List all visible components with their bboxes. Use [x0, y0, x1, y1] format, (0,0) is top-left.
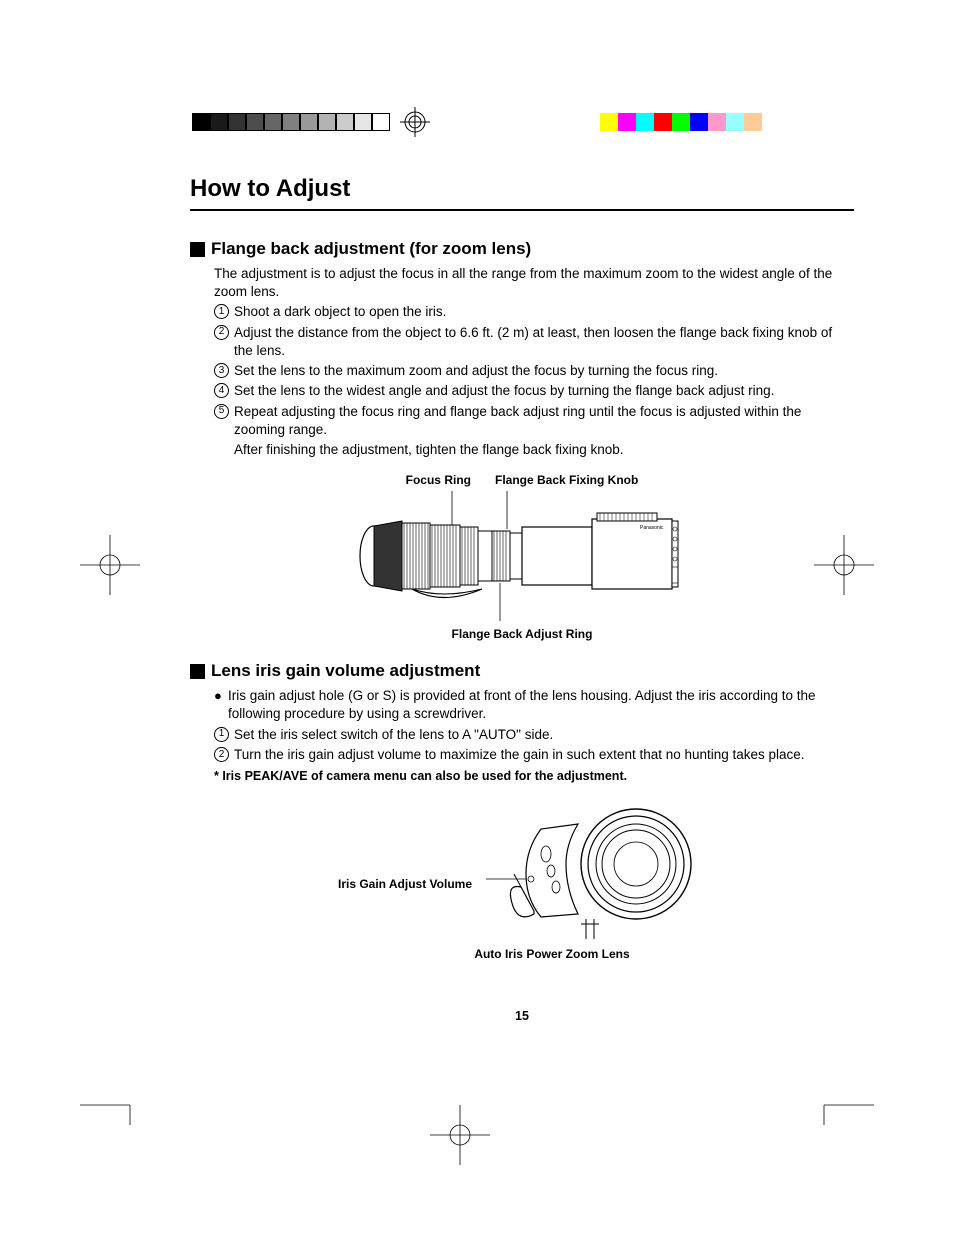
registration-mark-top [400, 107, 430, 137]
section2-body: ● Iris gain adjust hole (G or S) is prov… [214, 687, 854, 785]
figure-iris-lens: Iris Gain Adjust Volume [190, 799, 854, 939]
numbered-step: 5 Repeat adjusting the focus ring and fla… [214, 403, 854, 439]
numbered-step: 2 Turn the iris gain adjust volume to max… [214, 746, 854, 764]
step-number-icon: 4 [214, 383, 229, 398]
section2-bullet: Iris gain adjust hole (G or S) is provid… [228, 687, 854, 723]
grayscale-swatches [192, 113, 390, 131]
step-number-icon: 1 [214, 727, 229, 742]
color-swatch [744, 113, 762, 131]
color-swatch [726, 113, 744, 131]
numbered-step: 2 Adjust the distance from the object to … [214, 324, 854, 360]
section1-intro: The adjustment is to adjust the focus in… [214, 265, 854, 301]
step-text: Turn the iris gain adjust volume to maxi… [234, 746, 854, 764]
grayscale-swatch [282, 113, 300, 131]
section2-title: Lens iris gain volume adjustment [211, 661, 480, 681]
bullet-dot-icon: ● [214, 687, 228, 723]
numbered-step: 4 Set the lens to the widest angle and ad… [214, 382, 854, 400]
color-swatches [600, 113, 762, 131]
step-number-icon: 5 [214, 404, 229, 419]
grayscale-swatch [354, 113, 372, 131]
grayscale-swatch [300, 113, 318, 131]
step-text: Set the lens to the maximum zoom and adj… [234, 362, 854, 380]
calibration-bar [0, 113, 954, 131]
color-swatch [690, 113, 708, 131]
square-bullet-icon [190, 664, 205, 679]
page-title: How to Adjust [190, 175, 854, 203]
numbered-step: 1 Shoot a dark object to open the iris. [214, 303, 854, 321]
grayscale-swatch [336, 113, 354, 131]
section2-heading: Lens iris gain volume adjustment [190, 661, 854, 681]
step-text: Set the iris select switch of the lens t… [234, 726, 854, 744]
label-flange-ring: Flange Back Adjust Ring [190, 627, 854, 641]
step-text: Set the lens to the widest angle and adj… [234, 382, 854, 400]
label-auto-iris: Auto Iris Power Zoom Lens [250, 947, 854, 961]
figure-camera-lens: Focus Ring Flange Back Fixing Knob [190, 473, 854, 641]
section1-title: Flange back adjustment (for zoom lens) [211, 239, 531, 259]
grayscale-swatch [372, 113, 390, 131]
grayscale-swatch [318, 113, 336, 131]
title-rule [190, 209, 854, 211]
label-flange-knob: Flange Back Fixing Knob [495, 473, 638, 487]
grayscale-swatch [228, 113, 246, 131]
camera-diagram-icon: Panasonic [352, 491, 692, 621]
label-iris-gain: Iris Gain Adjust Volume [338, 877, 472, 891]
label-focus-ring: Focus Ring [406, 473, 471, 487]
step-number-icon: 2 [214, 325, 229, 340]
color-swatch [672, 113, 690, 131]
section1-after: After finishing the adjustment, tighten … [234, 441, 854, 459]
grayscale-swatch [246, 113, 264, 131]
numbered-step: 1 Set the iris select switch of the lens … [214, 726, 854, 744]
step-number-icon: 3 [214, 363, 229, 378]
lens-front-diagram-icon [486, 799, 706, 939]
square-bullet-icon [190, 242, 205, 257]
step-number-icon: 1 [214, 304, 229, 319]
color-swatch [708, 113, 726, 131]
color-swatch [654, 113, 672, 131]
step-text: Shoot a dark object to open the iris. [234, 303, 854, 321]
step-text: Repeat adjusting the focus ring and flan… [234, 403, 854, 439]
numbered-step: 3 Set the lens to the maximum zoom and ad… [214, 362, 854, 380]
color-swatch [636, 113, 654, 131]
section1-heading: Flange back adjustment (for zoom lens) [190, 239, 854, 259]
page-content: How to Adjust Flange back adjustment (fo… [0, 0, 954, 1073]
color-swatch [618, 113, 636, 131]
grayscale-swatch [264, 113, 282, 131]
step-text: Adjust the distance from the object to 6… [234, 324, 854, 360]
grayscale-swatch [210, 113, 228, 131]
section2-note: * Iris PEAK/AVE of camera menu can also … [214, 768, 854, 785]
step-number-icon: 2 [214, 747, 229, 762]
page-number: 15 [190, 1009, 854, 1023]
svg-text:Panasonic: Panasonic [640, 525, 664, 531]
section1-body: The adjustment is to adjust the focus in… [214, 265, 854, 459]
grayscale-swatch [192, 113, 210, 131]
color-swatch [600, 113, 618, 131]
